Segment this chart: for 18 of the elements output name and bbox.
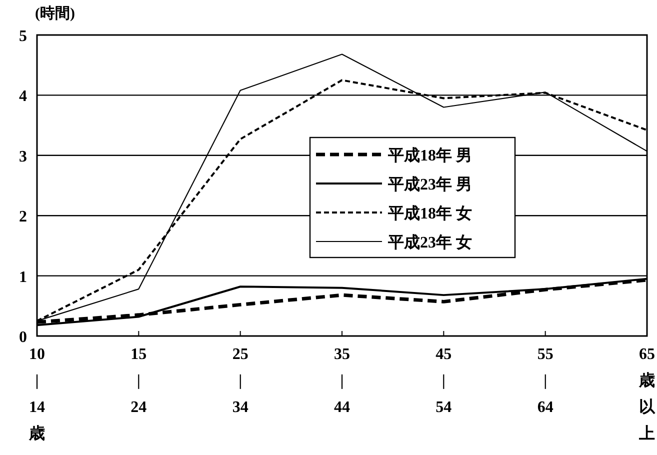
x-tick-label: 45 | 54 bbox=[436, 346, 452, 416]
x-tick-label: 55 | 64 bbox=[537, 346, 554, 416]
y-tick-label: 5 bbox=[19, 28, 27, 45]
legend-label: 平成18年 男 bbox=[387, 146, 472, 164]
legend-label: 平成18年 女 bbox=[387, 204, 472, 222]
x-tick-label: 35 | 44 bbox=[334, 346, 350, 416]
y-tick-label: 2 bbox=[19, 208, 27, 226]
y-tick-label: 0 bbox=[19, 329, 27, 346]
legend-label: 平成23年 女 bbox=[387, 234, 472, 252]
y-tick-label: 1 bbox=[19, 268, 27, 286]
x-tick-label: 10 | 14 歳 bbox=[28, 346, 45, 442]
legend-label: 平成23年 男 bbox=[387, 176, 472, 194]
y-axis-title: (時間) bbox=[35, 5, 75, 22]
x-tick-label: 15 | 24 bbox=[130, 346, 147, 416]
y-tick-label: 4 bbox=[19, 88, 27, 106]
y-tick-label: 3 bbox=[19, 148, 27, 166]
x-tick-label: 65 歳以上 bbox=[638, 346, 656, 442]
x-tick-label: 25 | 34 bbox=[232, 346, 248, 416]
